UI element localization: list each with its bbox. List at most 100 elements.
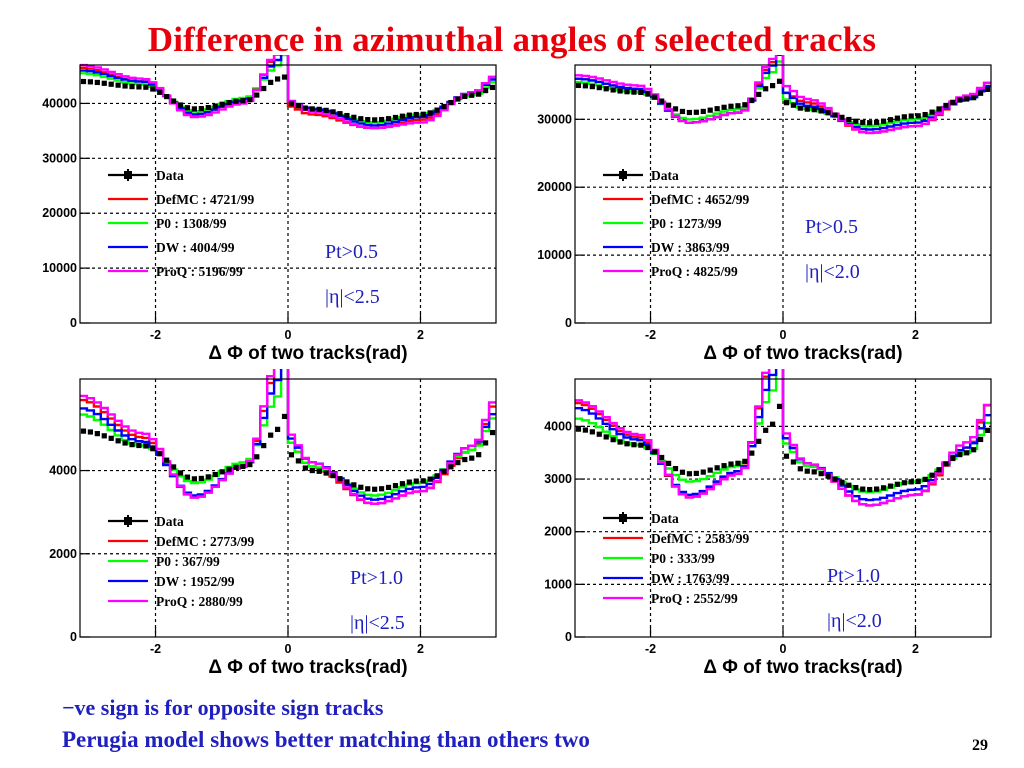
data-point	[330, 473, 336, 479]
data-point	[770, 421, 776, 427]
data-point	[867, 120, 873, 126]
legend-item-data: Data	[108, 168, 184, 183]
data-point	[441, 468, 447, 475]
data-point	[115, 82, 121, 88]
data-point	[714, 106, 720, 112]
data-point	[441, 103, 447, 110]
cut-label: |η|<2.0	[827, 610, 882, 632]
data-point	[575, 82, 582, 89]
data-point	[631, 89, 637, 95]
data-point	[818, 470, 824, 477]
data-point	[115, 438, 121, 444]
legend-item-proq: ProQ : 2552/99	[603, 591, 738, 606]
legend: Data DefMC : 2773/99 P0 : 367/99 DW : 1952/…	[108, 514, 254, 609]
data-point	[749, 450, 755, 456]
y-tick-label: 10000	[537, 248, 572, 262]
data-point	[659, 98, 665, 104]
cut-label: Pt>1.0	[350, 567, 403, 589]
data-point	[846, 116, 852, 123]
data-point	[261, 442, 267, 449]
legend-item-dw: DW : 1763/99	[603, 571, 730, 586]
data-point	[887, 117, 894, 123]
y-tick-label: 40000	[42, 96, 77, 110]
data-point	[901, 480, 907, 486]
data-point	[254, 92, 260, 98]
data-point	[171, 464, 177, 470]
y-tick-label: 20000	[537, 180, 572, 194]
legend-item-p0: P0 : 1273/99	[603, 216, 722, 231]
data-point	[427, 110, 433, 116]
data-point	[205, 474, 211, 480]
data-point	[610, 87, 616, 93]
data-point	[735, 460, 741, 466]
data-point	[420, 111, 426, 117]
data-point	[198, 106, 204, 112]
legend: Data DefMC : 4652/99 P0 : 1273/99 DW : 3863…	[603, 168, 749, 279]
legend-item-data: Data	[108, 514, 184, 529]
data-point	[351, 482, 357, 488]
data-point	[721, 463, 727, 469]
data-point	[811, 107, 817, 113]
legend-label: DefMC : 4721/99	[156, 192, 254, 207]
data-point	[233, 98, 239, 104]
data-point	[908, 479, 914, 485]
data-point	[157, 451, 163, 457]
data-point	[818, 108, 824, 114]
data-point	[157, 89, 163, 95]
note-perugia-matching: Perugia model shows better matching than…	[62, 727, 590, 752]
data-point	[275, 76, 281, 82]
data-point	[728, 461, 734, 467]
data-point	[978, 90, 984, 96]
data-point	[776, 403, 783, 409]
data-point	[610, 437, 616, 443]
cut-label: |η|<2.0	[805, 261, 860, 283]
data-point	[603, 434, 609, 440]
page-number: 29	[972, 737, 988, 754]
data-point	[177, 470, 184, 476]
data-point	[950, 99, 956, 105]
y-tick-label: 0	[70, 630, 77, 644]
plot-panel-4: 0 1000 2000 3000 4000 -2 0 2 Δ Φ of two tracks(r…	[544, 369, 992, 678]
data-point	[589, 83, 595, 90]
legend-item-p0: P0 : 367/99	[108, 554, 220, 569]
data-point	[143, 443, 149, 449]
data-point	[337, 476, 343, 482]
data-point	[971, 447, 977, 453]
data-point	[150, 446, 156, 452]
data-point	[880, 485, 887, 491]
y-tick-label: 4000	[49, 464, 77, 478]
data-point	[853, 485, 859, 491]
data-point	[143, 84, 149, 90]
data-point	[302, 465, 308, 471]
data-point	[964, 96, 970, 102]
data-point	[846, 482, 852, 488]
data-point	[247, 97, 253, 103]
data-point	[434, 473, 440, 479]
plot-panel-2: 0 10000 20000 30000 -2 0 2 Δ Φ of two tracks(ra…	[537, 55, 992, 364]
data-point	[129, 83, 135, 90]
data-point	[631, 442, 637, 448]
legend-label: Data	[651, 168, 679, 183]
legend-label: P0 : 1308/99	[156, 216, 227, 231]
data-point	[825, 473, 831, 479]
data-point	[406, 479, 412, 485]
data-point	[476, 91, 482, 97]
data-point	[489, 429, 496, 436]
data-point	[275, 426, 281, 432]
data-point	[385, 116, 392, 122]
data-point	[323, 470, 329, 476]
data-point	[714, 465, 720, 471]
data-point	[101, 80, 107, 86]
cut-label: Pt>0.5	[805, 216, 858, 238]
y-tick-label: 30000	[42, 151, 77, 165]
series-proq-curve	[80, 369, 496, 505]
data-point	[87, 79, 93, 85]
data-point	[686, 471, 692, 477]
data-point	[219, 101, 225, 107]
x-axis-label: Δ Φ of two tracks(rad)	[703, 343, 902, 364]
data-point	[385, 484, 392, 491]
data-point	[372, 486, 378, 492]
data-point	[489, 84, 496, 91]
data-point	[603, 86, 609, 92]
data-point	[756, 438, 762, 444]
